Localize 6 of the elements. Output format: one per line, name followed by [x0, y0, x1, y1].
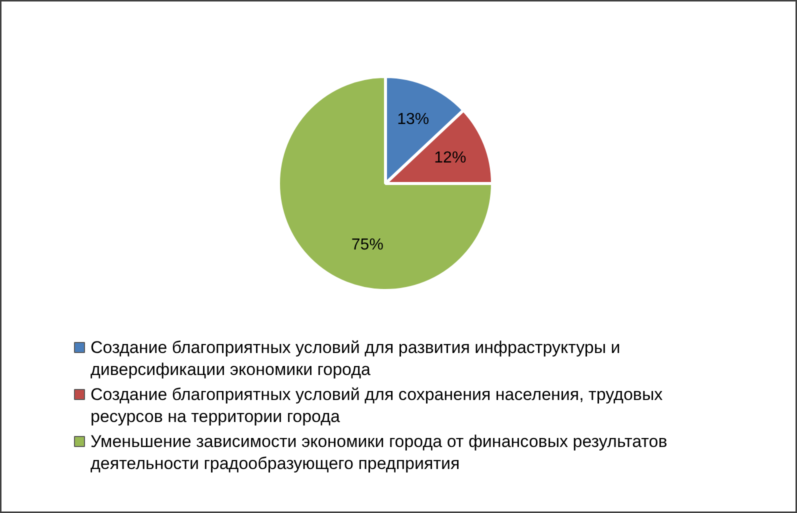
legend-label: Создание благоприятных условий для сохранения населения, трудовых ресурсов на территории города	[90, 385, 664, 426]
legend-label: Уменьшение зависимости экономики города от финансовых результатов деятельности градообразующего предприятия	[90, 432, 668, 473]
legend-label: Создание благоприятных условий для развития инфраструктуры и диверсификации экономики города	[90, 338, 620, 379]
data-label: 13%	[397, 111, 430, 128]
data-label: 75%	[351, 236, 384, 254]
data-label: 12%	[434, 149, 466, 166]
